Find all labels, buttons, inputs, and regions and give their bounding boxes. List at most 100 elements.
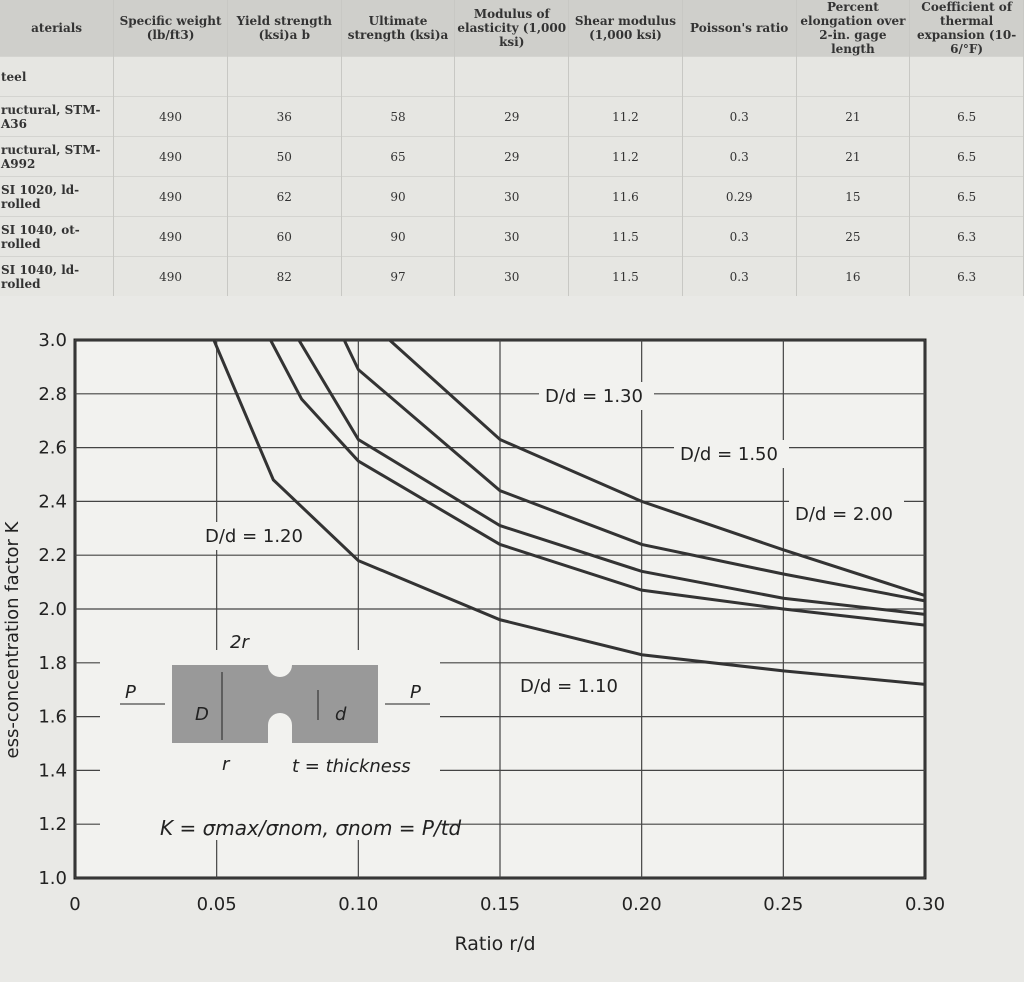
cell: 6.5 [909,96,1024,137]
section-row: teel [0,56,1024,97]
cell: 90 [341,216,456,257]
column-header: Ultimate strength (ksi)a [341,0,456,57]
annotation: P [125,682,136,703]
cell [113,56,228,97]
cell: 30 [454,256,570,296]
y-tick-label: 1.4 [38,760,67,781]
column-header: Specific weight (lb/ft3) [113,0,228,57]
column-header: Poisson's ratio [682,0,797,57]
legend-bg [199,522,314,550]
curve [212,340,925,686]
annotation: D [195,704,209,725]
cell: 490 [113,216,228,257]
legend-bg [789,500,904,528]
column-header: Coefficient of thermal expansion (10-6/°… [909,0,1024,57]
series-label: D/d = 2.00 [795,504,893,525]
cell [682,56,797,97]
table-row: SI 1040, ld-rolled 490 82 97 30 11.5 0.3 16 6.3 [0,256,1024,296]
cell: 29 [454,96,570,137]
cell: 58 [341,96,456,137]
series-label: D/d = 1.20 [205,526,303,547]
section-label: teel [0,56,115,97]
table-row: SI 1020, ld-rolled 490 62 90 30 11.6 0.29 15 6.5 [0,176,1024,217]
curve [269,340,925,627]
inset [100,650,440,840]
cell: 62 [227,176,342,217]
cell: 65 [341,136,456,177]
cell: 11.5 [568,216,683,257]
column-header: Modulus of elasticity (1,000 ksi) [454,0,570,57]
y-tick-label: 1.8 [38,653,67,674]
series-label: D/d = 1.10 [520,676,618,697]
x-axis-label: Ratio r/d [454,933,535,955]
cell: 0.3 [682,216,797,257]
cell: 30 [454,216,570,257]
cell: 6.3 [909,216,1024,257]
annotation: K = σmax/σnom, σnom = P/td [160,816,462,840]
column-header: Shear modulus (1,000 ksi) [568,0,683,57]
annotation: t = thickness [292,756,411,777]
x-tick-label: 0.15 [480,894,520,915]
cell: 6.5 [909,136,1024,177]
series-label: D/d = 1.30 [545,386,643,407]
cell: 30 [454,176,570,217]
annotation: P [410,682,421,703]
cell: 11.5 [568,256,683,296]
column-header: aterials [0,0,115,57]
table-row: ructural, STM-A992 490 50 65 29 11.2 0.3 21 6.5 [0,136,1024,177]
row-label: ructural, STM-A992 [0,136,115,177]
cell: 21 [796,136,911,177]
cell: 29 [454,136,570,177]
y-tick-label: 2.4 [38,491,67,512]
cell: 0.3 [682,136,797,177]
cell: 90 [341,176,456,217]
cell [454,56,570,97]
x-tick-label: 0.30 [905,894,945,915]
y-tick-label: 1.2 [38,814,67,835]
curve [342,340,925,603]
x-tick-label: 0.20 [622,894,662,915]
cell: 0.3 [682,96,797,137]
cell: 60 [227,216,342,257]
materials-table: aterials Specific weight (lb/ft3) Yield st… [0,0,1024,296]
cell: 82 [227,256,342,296]
curve [297,340,925,616]
y-tick-label: 2.6 [38,438,67,459]
x-tick-label: 0 [69,894,80,915]
legend-bg [539,382,654,410]
column-header: Yield strength (ksi)a b [227,0,342,57]
cell: 11.2 [568,96,683,137]
cell [568,56,683,97]
cell: 21 [796,96,911,137]
y-tick-label: 2.8 [38,384,67,405]
row-label: ructural, STM-A36 [0,96,115,137]
column-header: Percent elongation over 2-in. gage lengt… [796,0,911,57]
cell: 6.3 [909,256,1024,296]
legend-bg [514,672,629,700]
y-axis-label: ess-concentration factor K [2,520,23,758]
cell: 16 [796,256,911,296]
cell: 490 [113,136,228,177]
cell [227,56,342,97]
annotation: d [335,704,347,725]
cell: 25 [796,216,911,257]
cell: 6.5 [909,176,1024,217]
cell: 50 [227,136,342,177]
x-tick-label: 0.25 [763,894,803,915]
cell: 15 [796,176,911,217]
series-label: D/d = 1.50 [680,444,778,465]
y-tick-label: 2.2 [38,545,67,566]
row-label: SI 1040, ld-rolled [0,256,115,296]
cell: 0.3 [682,256,797,296]
annotation: 2r [230,632,250,653]
cell: 97 [341,256,456,296]
row-label: SI 1040, ot-rolled [0,216,115,257]
annotation: r [222,754,231,775]
cell: 490 [113,176,228,217]
cell [909,56,1024,97]
row-label: SI 1020, ld-rolled [0,176,115,217]
table-row: ructural, STM-A36 490 36 58 29 11.2 0.3 21 6.5 [0,96,1024,137]
y-tick-label: 2.0 [38,599,67,620]
y-tick-label: 1.0 [38,868,67,889]
